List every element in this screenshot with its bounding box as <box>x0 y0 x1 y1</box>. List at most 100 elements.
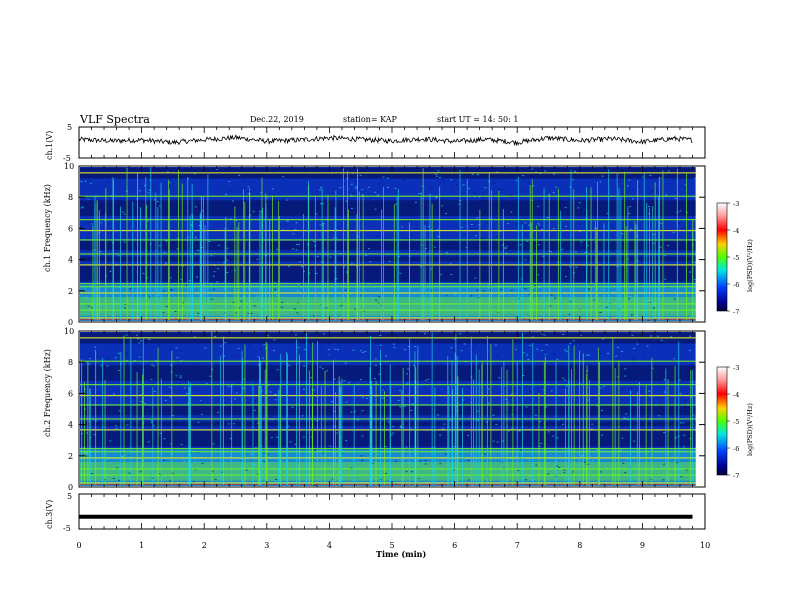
spectrogram-vline <box>333 359 334 485</box>
spectrogram-speckle <box>631 314 633 316</box>
spectrogram-speckle <box>227 423 230 425</box>
spectrogram-speckle <box>435 175 438 177</box>
spectrogram-speckle <box>209 314 212 316</box>
spectrogram-speckle <box>503 247 506 249</box>
spectrogram-speckle <box>210 350 213 352</box>
spectrogram-speckle <box>397 362 400 364</box>
spectrogram-speckle <box>353 379 356 381</box>
spectrogram-speckle <box>345 271 348 273</box>
spectrogram-speckle <box>381 361 383 363</box>
spectrogram-vline <box>189 386 191 485</box>
spectrogram-vline <box>203 196 204 320</box>
spectrogram-speckle <box>351 208 353 209</box>
spectrogram-vline <box>123 335 125 485</box>
spectrogram-speckle <box>492 414 495 416</box>
spectrogram-speckle <box>421 476 424 478</box>
spectrogram-speckle <box>366 407 369 409</box>
spectrogram-hline <box>80 229 696 232</box>
spectrogram-speckle <box>461 266 464 268</box>
spectrogram-speckle <box>216 281 219 283</box>
spectrogram-speckle <box>688 349 691 351</box>
spectrogram-speckle <box>538 287 541 288</box>
spectrogram-speckle <box>105 306 108 308</box>
spectrogram-speckle <box>221 245 224 247</box>
spectrogram-speckle <box>88 199 90 201</box>
spectrogram-speckle <box>579 370 582 372</box>
spectrogram-vline <box>243 189 244 320</box>
spectrogram-speckle <box>256 258 259 260</box>
spectrogram-vline <box>643 172 645 320</box>
spectrogram-vline <box>498 191 500 320</box>
spectrogram-speckle <box>402 277 405 278</box>
spectrogram-speckle <box>690 316 692 318</box>
spectrogram-speckle <box>535 171 538 173</box>
spectrogram-dark-band <box>80 430 696 447</box>
spectrogram-speckle <box>290 282 293 284</box>
spectrogram-speckle <box>336 273 338 275</box>
spectrogram-speckle <box>485 314 488 316</box>
spectrogram-speckle <box>477 174 479 176</box>
spectrogram-speckle <box>486 222 489 224</box>
spectrogram-speckle <box>438 346 441 348</box>
spectrogram-speckle <box>586 244 589 246</box>
spectrogram-vline <box>231 385 233 485</box>
spectrogram-speckle <box>496 440 499 442</box>
spectrogram-speckle <box>434 298 437 299</box>
spectrogram-vline <box>565 388 566 485</box>
spectrogram-speckle <box>517 173 520 175</box>
spectrogram-speckle <box>109 270 112 272</box>
colorbar-tick-label: -7 <box>733 308 739 316</box>
spectrogram-speckle <box>648 206 651 207</box>
spectrogram-speckle <box>424 224 427 226</box>
spectrogram-speckle <box>494 433 497 435</box>
spectrogram-vline <box>618 360 620 485</box>
spectrogram-speckle <box>443 423 446 425</box>
spectrogram-vline <box>278 389 280 485</box>
spectrogram-speckle <box>303 348 306 350</box>
spectrogram-speckle <box>90 473 93 474</box>
spectrogram-speckle <box>116 467 119 469</box>
spectrogram-speckle <box>197 249 200 251</box>
spectrogram-speckle <box>339 276 342 278</box>
spectrogram-speckle <box>225 259 228 261</box>
spectrogram-speckle <box>131 380 134 382</box>
spectrogram-speckle <box>506 402 509 404</box>
spectrogram-speckle <box>643 428 646 430</box>
spectrogram-speckle <box>508 430 510 432</box>
spectrogram-vline <box>434 387 436 485</box>
spectrogram-speckle <box>345 440 348 442</box>
x-axis-tick-labels: 0 1 2 3 4 5 6 7 8 9 10 <box>77 541 711 550</box>
spectrogram-speckle <box>253 409 256 411</box>
spectrogram-hline <box>80 239 696 241</box>
spectrogram-speckle <box>231 200 234 202</box>
spectrogram-speckle <box>212 473 215 475</box>
spectrogram-speckle <box>410 240 412 242</box>
spectrogram-speckle <box>248 196 250 198</box>
spectrogram-speckle <box>673 298 676 300</box>
spectrogram-speckle <box>571 346 574 348</box>
spectrogram-speckle <box>244 397 247 399</box>
spectrogram-speckle <box>416 298 419 300</box>
spectrogram-speckle <box>632 440 635 442</box>
spectrogram-speckle <box>277 175 280 177</box>
spectrogram-speckle <box>84 473 87 475</box>
spectrogram-speckle <box>441 210 444 212</box>
spectrogram-speckle <box>533 438 536 440</box>
spectrogram-speckle <box>622 231 625 233</box>
spectrogram-speckle <box>455 282 458 284</box>
spectrogram-speckle <box>439 434 442 436</box>
spectrogram-speckle <box>544 170 546 172</box>
spectrogram-speckle <box>297 347 300 349</box>
spectrogram-speckle <box>604 346 607 348</box>
spectrogram-vline <box>538 393 540 485</box>
spectrogram-speckle <box>630 387 632 389</box>
spectrogram-speckle <box>153 479 155 481</box>
spectrogram-speckle <box>607 244 609 246</box>
spectrogram-speckle <box>85 452 88 454</box>
spectrogram-speckle <box>439 274 442 276</box>
spectrogram-speckle <box>485 462 488 464</box>
spectrogram-speckle <box>617 346 620 348</box>
spectrogram-speckle <box>629 309 632 310</box>
spectrogram-speckle <box>268 206 270 208</box>
